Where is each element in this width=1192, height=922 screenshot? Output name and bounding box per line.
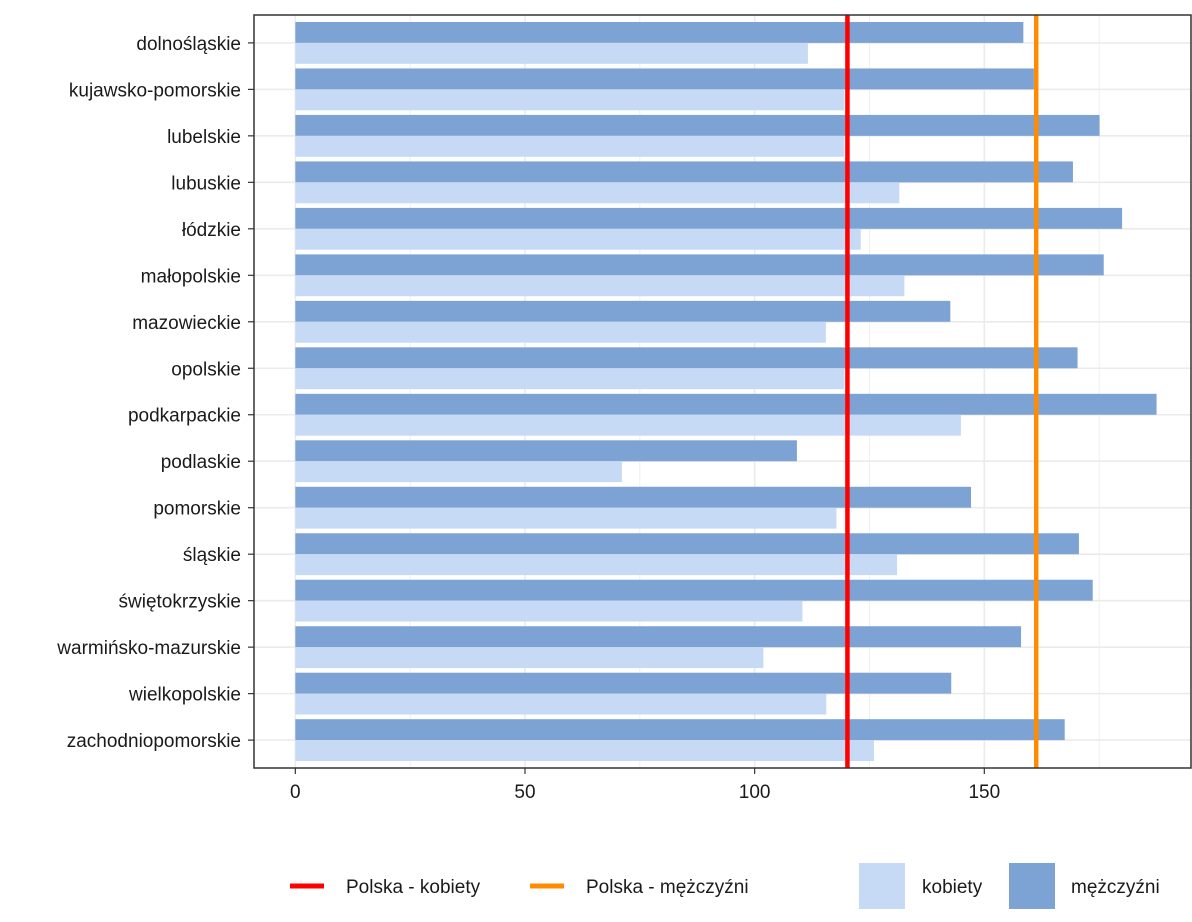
legend-label-kobiety: kobiety [922, 877, 983, 898]
category-label-dolnoslaskie: dolnośląskie [136, 34, 241, 55]
bar-mezczyzni-podlaskie [295, 440, 797, 462]
category-label-podkarpackie: podkarpackie [128, 406, 241, 427]
legend-key-mezczyzni [1009, 863, 1055, 909]
category-label-podlaskie: podlaskie [161, 452, 241, 473]
legend: Polska - kobiety Polska - mężczyźni kobi… [290, 863, 1160, 909]
bar-mezczyzni-pomorskie [295, 486, 971, 508]
x-axis: 0 50 100 150 [290, 768, 1000, 803]
plot-border [253, 14, 1192, 769]
bar-kobiety-opolskie [295, 368, 845, 390]
category-label-lubelskie: lubelskie [167, 127, 241, 148]
bar-kobiety-wielkopolskie [295, 693, 827, 715]
bar-kobiety-mazowieckie [295, 321, 826, 343]
category-label-zachodniopomorskie: zachodniopomorskie [67, 731, 241, 752]
bar-mezczyzni-lubuskie [295, 161, 1073, 183]
bar-kobiety-lubuskie [295, 182, 900, 204]
x-tick-label: 100 [739, 782, 771, 803]
legend-label-mezczyzni: mężczyźni [1071, 877, 1160, 898]
category-label-opolskie: opolskie [171, 359, 241, 380]
bar-mezczyzni-lubelskie [295, 114, 1100, 136]
bar-mezczyzni-swietokrzyskie [295, 579, 1093, 601]
bar-kobiety-lubelskie [295, 135, 845, 157]
bar-mezczyzni-kujawsko-pomorskie [295, 68, 1034, 90]
bar-mezczyzni-warminsko-mazurskie [295, 626, 1022, 648]
bar-kobiety-slaskie [295, 554, 898, 576]
category-label-mazowieckie: mazowieckie [132, 313, 241, 334]
bar-mezczyzni-dolnoslaskie [295, 21, 1024, 43]
reference-lines [845, 15, 1039, 768]
bar-kobiety-swietokrzyskie [295, 600, 803, 622]
category-label-wielkopolskie: wielkopolskie [128, 685, 241, 706]
category-label-kujawsko-pomorskie: kujawsko-pomorskie [69, 80, 241, 101]
category-label-pomorskie: pomorskie [153, 499, 241, 520]
bar-mezczyzni-podkarpackie [295, 393, 1157, 415]
bar-kobiety-pomorskie [295, 507, 837, 529]
bar-kobiety-warminsko-mazurskie [295, 647, 764, 669]
category-label-malopolskie: małopolskie [141, 266, 241, 287]
x-tick-label: 0 [290, 782, 301, 803]
bar-mezczyzni-slaskie [295, 533, 1079, 555]
category-label-lodzkie: łódzkie [182, 220, 241, 241]
category-label-swietokrzyskie: świętokrzyskie [119, 592, 241, 613]
bar-mezczyzni-lodzkie [295, 207, 1123, 229]
bar-mezczyzni-opolskie [295, 347, 1078, 369]
legend-key-kobiety [859, 863, 905, 909]
category-label-warminsko-mazurskie: warmińsko-mazurskie [56, 638, 241, 659]
legend-label-polska-mezczyzni: Polska - mężczyźni [586, 877, 749, 898]
x-tick-label: 50 [514, 782, 535, 803]
x-tick-label: 150 [968, 782, 1000, 803]
bar-kobiety-zachodniopomorskie [295, 740, 875, 762]
legend-label-polska-kobiety: Polska - kobiety [346, 877, 481, 898]
bar-kobiety-dolnoslaskie [295, 42, 808, 64]
category-label-lubuskie: lubuskie [171, 173, 241, 194]
bar-kobiety-podkarpackie [295, 414, 961, 436]
category-label-slaskie: śląskie [183, 545, 241, 566]
bar-mezczyzni-malopolskie [295, 254, 1104, 276]
bar-kobiety-malopolskie [295, 275, 905, 297]
bar-kobiety-lodzkie [295, 228, 861, 250]
bar-mezczyzni-mazowieckie [295, 300, 951, 322]
bar-kobiety-podlaskie [295, 461, 622, 483]
bar-kobiety-kujawsko-pomorskie [295, 89, 845, 111]
bar-mezczyzni-wielkopolskie [295, 672, 952, 694]
bars [295, 21, 1157, 762]
y-axis: dolnośląskie kujawsko-pomorskie lubelskie l… [56, 34, 254, 752]
bar-mezczyzni-zachodniopomorskie [295, 719, 1065, 741]
